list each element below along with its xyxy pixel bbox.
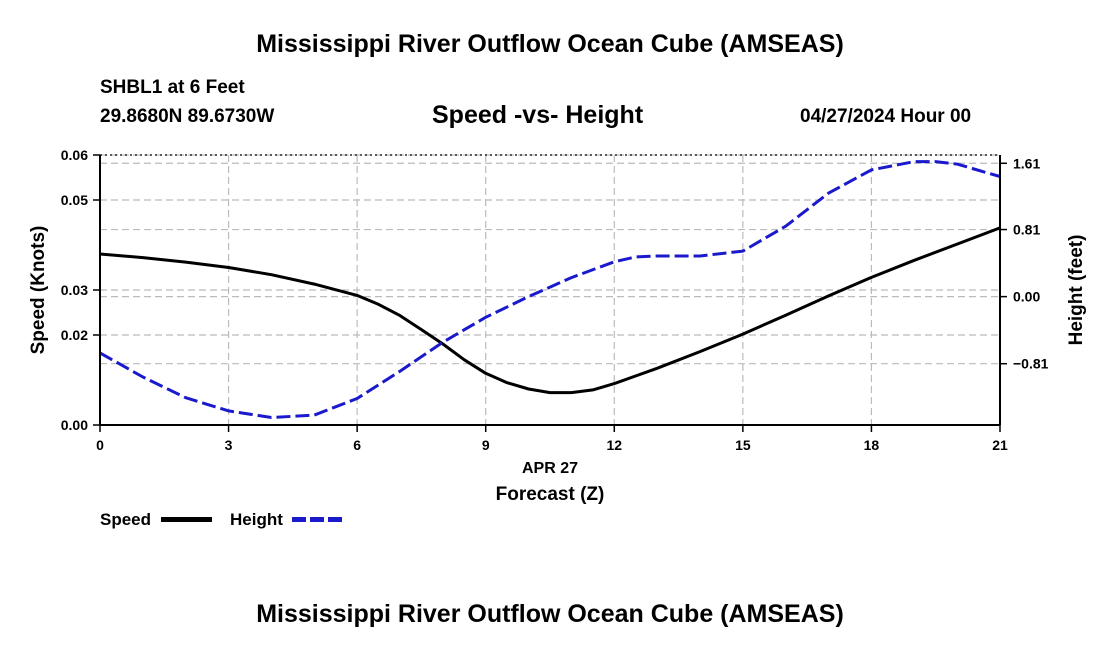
series-line-speed [99,226,1001,395]
grid-layer [100,154,1000,426]
axes-layer [93,154,1007,432]
speed-height-chart: 0 3 6 9 12 15 18 21 0.00 0.02 0.03 0.05 0.06 1.61 0.81… [28,147,1087,505]
series-layer [99,160,1001,419]
y-tick-label: 0.06 [61,147,88,163]
x-tick-label: 3 [225,437,233,453]
x-axis-title: Forecast (Z) [496,484,605,505]
x-tick-label: 6 [353,437,361,453]
y2-tick-label: −0.81 [1013,356,1049,372]
y-tick-label: 0.03 [61,282,88,298]
legend-speed-label: Speed [100,510,152,529]
y-axis-title: Speed (Knots) [28,226,49,355]
legend-speed-swatch [161,517,212,522]
x-tick-label: 18 [864,437,880,453]
x-tick-label: 15 [735,437,751,453]
page-title-bottom: Mississippi River Outflow Ocean Cube (AM… [256,600,844,628]
y-tick-label: 0.02 [61,327,88,343]
y-tick-label: 0.05 [61,192,88,208]
labels-layer: 0 3 6 9 12 15 18 21 0.00 0.02 0.03 0.05 0.06 1.61 0.81… [28,147,1087,505]
legend-height-label: Height [230,510,283,529]
x-tick-label: 21 [992,437,1008,453]
x-axis-date-label: APR 27 [522,460,578,477]
y2-axis-title: Height (feet) [1066,235,1087,346]
coordinates-label: 29.8680N 89.6730W [100,106,275,127]
x-tick-label: 9 [482,437,490,453]
y2-tick-label: 0.81 [1013,222,1040,238]
y2-tick-label: 1.61 [1013,155,1040,171]
chart-title: Speed -vs- Height [432,101,644,129]
series-line-height [99,160,1001,419]
legend-height-swatch [292,517,343,522]
y-tick-label: 0.00 [61,417,88,433]
y2-tick-label: 0.00 [1013,289,1040,305]
x-tick-label: 0 [96,437,104,453]
station-label: SHBL1 at 6 Feet [100,77,245,98]
x-tick-label: 12 [606,437,622,453]
datetime-label: 04/27/2024 Hour 00 [800,106,972,127]
page-title-top: Mississippi River Outflow Ocean Cube (AM… [256,30,844,58]
